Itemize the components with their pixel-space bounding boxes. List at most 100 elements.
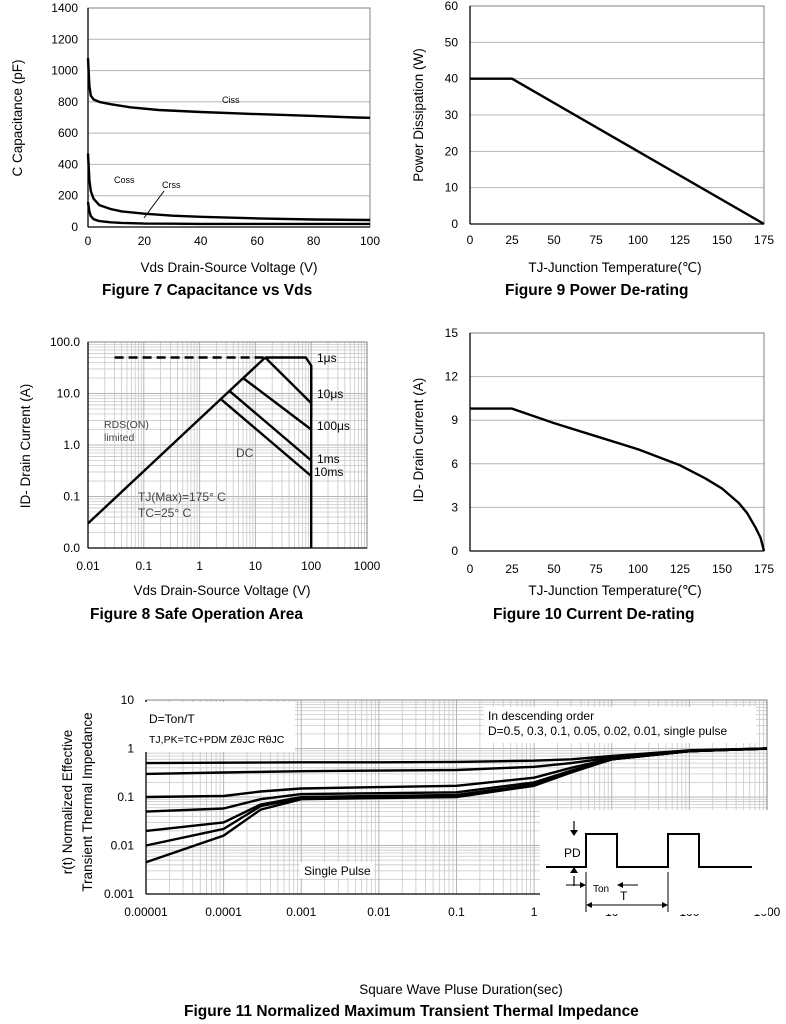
fig8-series-100-s [242, 377, 312, 431]
fig10-ytick-label: 0 [451, 544, 458, 558]
fig11-xtick-label: 0.001 [286, 905, 316, 919]
fig8-annotations: RDS(ON) limited DC TJ(Max)=175° C TC=25°… [104, 351, 350, 520]
fig10-series-0 [470, 407, 766, 552]
fig8-chart: 0.01 0.1 1 10 100 1000 0.0 0.1 1.0 10.0 100.0 Vds … [18, 335, 381, 598]
fig7-xlabel: Vds Drain-Source Voltage (V) [140, 260, 317, 275]
fig8-xtick-label: 0.1 [135, 559, 152, 573]
fig11-t-label: T [620, 889, 628, 903]
fig7-xtick-label: 20 [138, 234, 152, 248]
fig8-rds-line1: RDS(ON) [104, 419, 149, 431]
fig8-10ms-label: 10ms [314, 465, 343, 479]
fig7-label-coss: Coss [114, 175, 135, 185]
fig7-xtick-label: 40 [194, 234, 208, 248]
fig7-ytick-label: 200 [58, 189, 78, 203]
fig10-xtick-label: 25 [505, 562, 519, 576]
fig8-series-1ms [229, 390, 312, 462]
fig7-ytick-label: 0 [71, 220, 78, 234]
fig8-ytick-label: 100.0 [50, 335, 80, 349]
fig8-rds-line2: limited [104, 432, 135, 444]
fig11-series-single-pulse [145, 747, 768, 864]
fig8-xtick-label: 100 [301, 559, 321, 573]
fig11-ytick-label: 1 [127, 742, 134, 756]
fig8-tc-label: TC=25° C [138, 506, 191, 520]
fig9-series-0 [470, 77, 765, 226]
fig9-xtick-label: 25 [505, 233, 519, 247]
fig11-xtick-label: 0.01 [367, 905, 391, 919]
fig7-series-coss [86, 153, 371, 222]
fig8-series-10ms [221, 398, 312, 477]
fig9-ytick-label: 30 [445, 108, 459, 122]
fig9-ytick-label: 40 [445, 72, 459, 86]
fig11-box2-line1: In descending order [488, 709, 594, 723]
fig11-chart: 0.000010.00010.0010.010.111010010000.001… [60, 693, 781, 997]
fig10-ytick-label: 15 [445, 326, 459, 340]
fig11-pd-label: PD [564, 846, 581, 860]
fig9-xtick-label: 75 [589, 233, 603, 247]
fig11-ytick-label: 0.01 [111, 839, 135, 853]
fig9-xtick-label: 100 [628, 233, 648, 247]
fig10-chart: 0 25 50 75 100 125 150 175 0 3 6 9 12 15 TJ-Junction … [411, 326, 774, 598]
fig11-single-pulse-bg [300, 862, 374, 878]
fig7-label-crss: Crss [162, 180, 181, 190]
fig9-xlabel: TJ-Junction Temperature(℃) [528, 260, 701, 275]
fig7-label-ciss: Ciss [222, 95, 240, 105]
fig10-ytick-label: 3 [451, 500, 458, 514]
fig10-xlabel: TJ-Junction Temperature(℃) [528, 583, 701, 598]
fig11-ylabel-line2: Transient Thermal Impedance [80, 712, 95, 891]
fig9-ytick-label: 20 [445, 144, 459, 158]
fig7-xtick-label: 60 [251, 234, 265, 248]
fig11-caption: Figure 11 Normalized Maximum Transient T… [184, 1003, 639, 1020]
fig10-xtick-label: 100 [628, 562, 648, 576]
fig11-xlabel: Square Wave Pluse Duration(sec) [359, 982, 563, 997]
fig7-ytick-label: 1200 [51, 32, 78, 46]
fig11-xtick-label: 1 [531, 905, 538, 919]
fig8-caption: Figure 8 Safe Operation Area [90, 606, 304, 623]
fig11-ytick-label: 0.1 [117, 790, 134, 804]
fig10-caption: Figure 10 Current De-rating [493, 606, 695, 623]
fig7-ytick-label: 1000 [51, 64, 78, 78]
fig10-ytick-label: 12 [445, 370, 459, 384]
fig11-ytick-label: 10 [121, 693, 135, 707]
fig11-pulse-waveform [546, 833, 752, 868]
fig7-ytick-label: 1400 [51, 1, 78, 15]
fig8-xtick-label: 10 [249, 559, 263, 573]
fig8-series-rds-on-limited [87, 356, 267, 525]
fig9-ytick-label: 60 [445, 0, 459, 13]
fig10-xtick-label: 0 [467, 562, 474, 576]
fig9-ytick-label: 0 [451, 217, 458, 231]
fig10-xtick-label: 125 [670, 562, 690, 576]
fig8-ytick-label: 10.0 [57, 387, 81, 401]
fig8-ylabel: ID- Drain Current (A) [18, 384, 33, 509]
fig10-ytick-label: 6 [451, 457, 458, 471]
fig9-xtick-label: 0 [467, 233, 474, 247]
fig10-xtick-label: 75 [589, 562, 603, 576]
fig11-formula-box [145, 702, 295, 752]
fig10-xtick-label: 150 [712, 562, 732, 576]
fig7-xtick-label: 0 [85, 234, 92, 248]
fig9-ytick-label: 10 [445, 181, 459, 195]
fig11-pulse-inset: PD Ton T [540, 810, 768, 914]
fig7-ytick-label: 800 [58, 95, 78, 109]
fig8-series-10-s [264, 356, 313, 404]
fig7-ytick-label: 600 [58, 126, 78, 140]
fig10-xtick-label: 50 [547, 562, 561, 576]
fig11-ylabel-line1: r(t) Normalized Effective [60, 730, 75, 875]
fig11-box1-line2: TJ,PK=TC+PDM ZθJC RθJC [149, 734, 285, 746]
fig9-xtick-label: 50 [547, 233, 561, 247]
fig10-ylabel: ID- Drain Current (A) [411, 378, 426, 503]
fig9-xtick-label: 125 [670, 233, 690, 247]
fig8-xtick-label: 0.01 [76, 559, 100, 573]
fig8-dc-label: DC [236, 446, 254, 460]
fig10-ytick-label: 9 [451, 413, 458, 427]
fig7-caption: Figure 7 Capacitance vs Vds [102, 282, 313, 299]
fig8-100us-label: 100μs [317, 419, 350, 433]
fig7-crss-pointer [143, 190, 165, 219]
fig9-ytick-label: 50 [445, 35, 459, 49]
fig8-ytick-label: 0.0 [63, 541, 80, 555]
fig9-chart: 0 25 50 75 100 125 150 175 0 10 20 30 40 50 60 TJ-Junc… [411, 0, 774, 275]
fig9-ylabel: Power Dissipation (W) [411, 48, 426, 182]
fig10-xtick-label: 175 [754, 562, 774, 576]
fig8-1us-label: 1μs [317, 351, 337, 365]
fig8-1ms-label: 1ms [317, 452, 340, 466]
